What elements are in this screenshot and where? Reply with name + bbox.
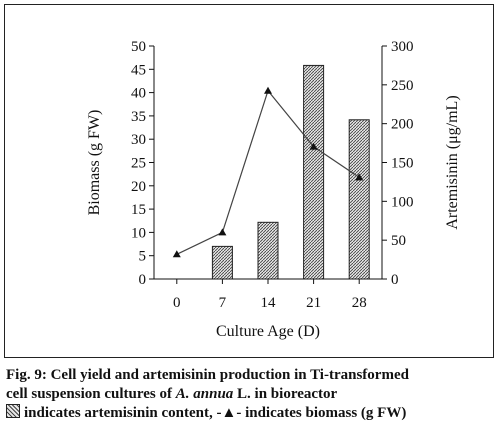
right-axis-title: Artemisinin (μg/mL) <box>444 95 461 229</box>
x-tick-label-28: 28 <box>352 295 367 311</box>
left-tick-label-25: 25 <box>131 156 146 172</box>
left-tick-label-35: 35 <box>131 109 146 125</box>
x-tick-label-21: 21 <box>306 295 321 311</box>
right-tick-label-250: 250 <box>391 78 414 94</box>
left-tick-label-0: 0 <box>139 272 147 288</box>
biomass-point-14 <box>264 86 272 94</box>
left-tick-label-40: 40 <box>131 86 146 102</box>
caption-line-1: Fig. 9: Cell yield and artemisinin produ… <box>6 367 409 383</box>
bar-artemisinin-7 <box>211 245 233 280</box>
biomass-point-21 <box>309 142 318 150</box>
x-tick-label-7: 7 <box>219 295 227 311</box>
left-tick-label-20: 20 <box>131 179 146 195</box>
caption-line-2-end: L. in bioreactor <box>233 386 338 402</box>
biomass-point-0 <box>172 250 181 258</box>
bar-artemisinin-14 <box>257 221 279 280</box>
left-tick-label-15: 15 <box>131 202 146 218</box>
chart: 0 5 10 15 20 25 30 35 40 45 50 0 50 100 150 200 250 300 0 7… <box>86 39 461 340</box>
right-tick-label-0: 0 <box>391 272 399 288</box>
right-tick-label-50: 50 <box>391 233 406 249</box>
left-tick-label-50: 50 <box>131 39 146 55</box>
left-tick-label-5: 5 <box>139 249 147 265</box>
biomass-point-7 <box>218 228 227 236</box>
bar-artemisinin-28 <box>348 119 370 280</box>
species-name: A. annua <box>175 386 234 402</box>
legend-text: indicates artemisinin content, -▲- indic… <box>24 405 407 421</box>
x-axis-title: Culture Age (D) <box>216 323 320 340</box>
x-tick-label-0: 0 <box>173 295 181 311</box>
caption-legend-line: indicates artemisinin content, -▲- indic… <box>6 404 496 423</box>
figure-caption: Fig. 9: Cell yield and artemisinin produ… <box>6 366 496 423</box>
caption-line-2-start: cell suspension cultures of <box>6 386 176 402</box>
caption-line-2: cell suspension cultures of A. annua L. … <box>6 385 496 404</box>
left-tick-label-10: 10 <box>131 225 146 241</box>
biomass-point-28 <box>355 173 364 181</box>
right-tick-label-300: 300 <box>391 39 414 55</box>
bar-artemisinin-21 <box>303 64 325 280</box>
right-tick-label-200: 200 <box>391 117 414 133</box>
left-tick-label-45: 45 <box>131 62 146 78</box>
hatched-bar-swatch-icon <box>6 404 20 418</box>
left-axis-title: Biomass (g FW) <box>86 110 103 216</box>
x-tick-label-14: 14 <box>261 295 277 311</box>
right-tick-label-100: 100 <box>391 194 414 210</box>
figure-frame: 0 5 10 15 20 25 30 35 40 45 50 0 50 100 150 200 250 300 0 7… <box>4 4 494 358</box>
right-tick-label-150: 150 <box>391 156 414 172</box>
left-tick-label-30: 30 <box>131 132 146 148</box>
